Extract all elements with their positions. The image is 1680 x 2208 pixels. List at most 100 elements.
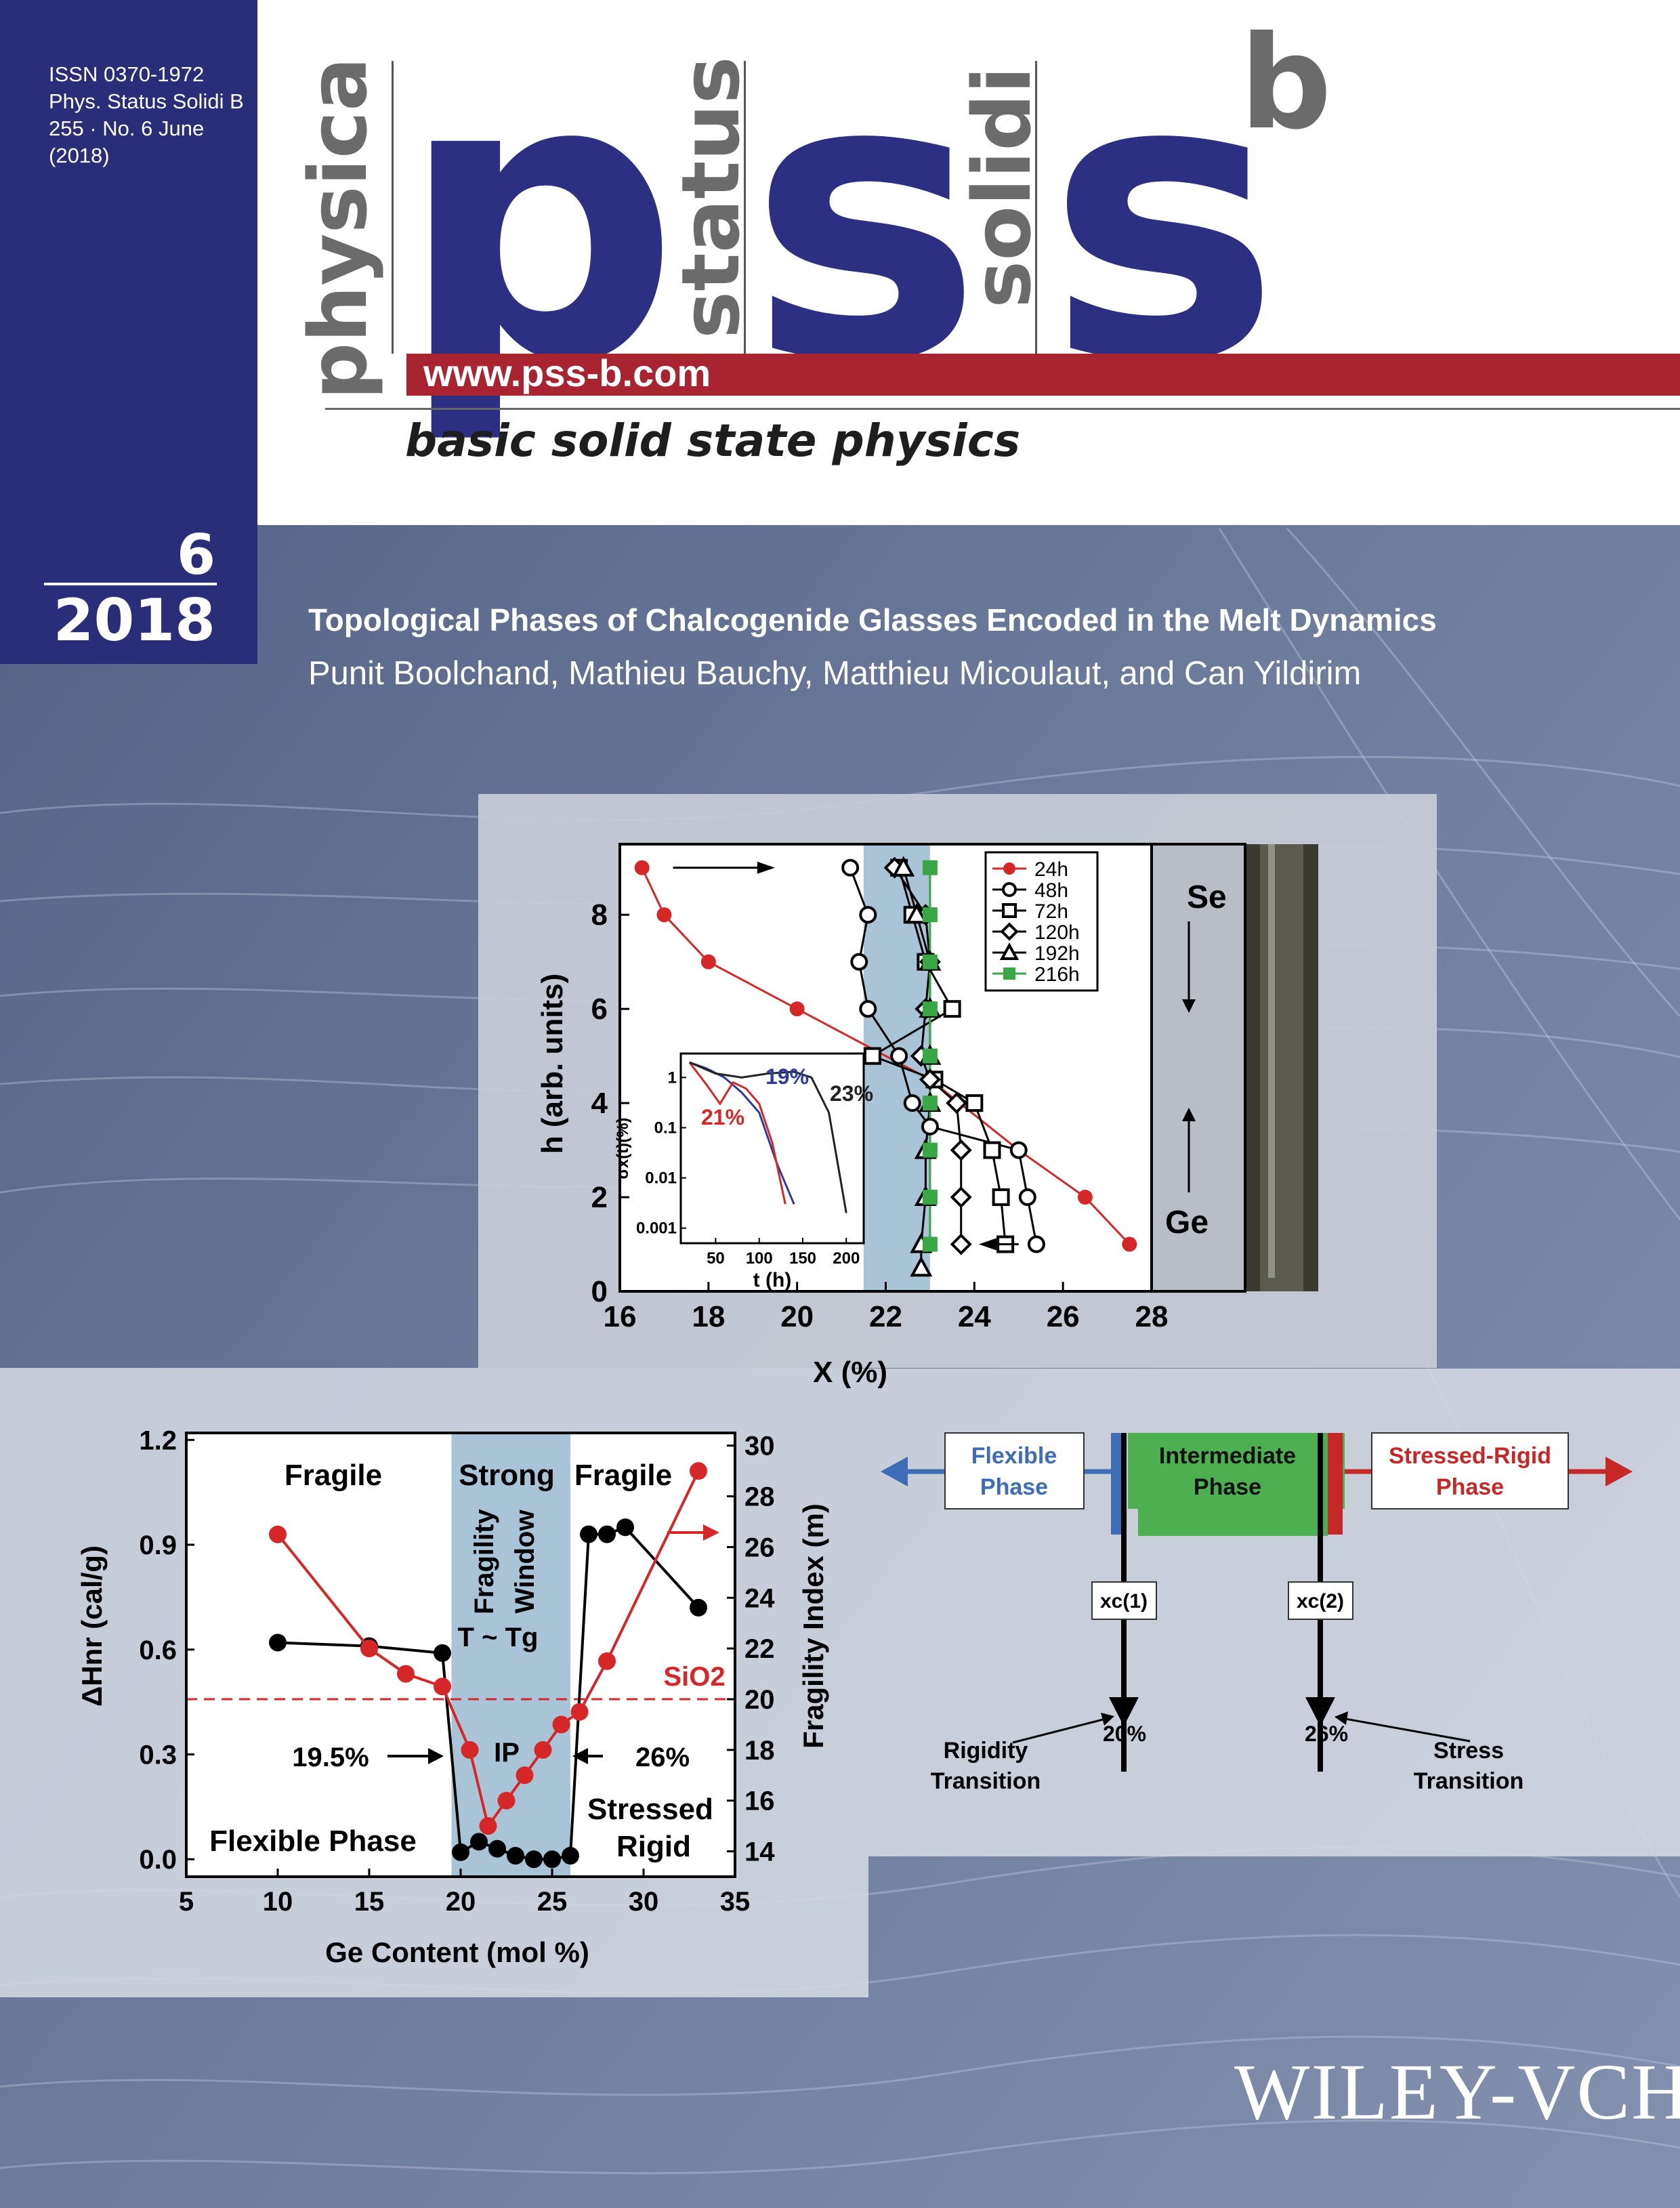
stressed-edge-bar — [1328, 1433, 1343, 1535]
y2-tick-label: 26 — [744, 1533, 775, 1562]
article-title: Topological Phases of Chalcogenide Glass… — [308, 602, 1437, 638]
data-point — [905, 902, 928, 924]
series-line — [894, 867, 963, 1245]
legend-marker — [1003, 862, 1015, 875]
inset-xlabel: t (h) — [753, 1269, 792, 1291]
data-point — [859, 1000, 877, 1018]
data-point — [516, 1766, 534, 1785]
y-tick-label: 1.2 — [139, 1425, 177, 1455]
data-point — [919, 1068, 941, 1091]
data-point — [534, 1741, 552, 1759]
inset-y-tick-label: 1 — [668, 1068, 677, 1087]
series-line — [849, 867, 1038, 1245]
data-point — [634, 860, 650, 875]
data-point — [922, 1001, 938, 1017]
issn: ISSN 0370-1972 — [49, 62, 205, 86]
data-point — [903, 1094, 921, 1112]
data-point — [690, 1598, 707, 1617]
y-tick-label: 8 — [591, 898, 608, 932]
pct-20: 20% — [1103, 1722, 1146, 1746]
letter-s1: s — [749, 0, 983, 449]
region-label-fragility: Fragility — [469, 1508, 499, 1614]
data-point — [461, 1741, 479, 1759]
stress-pointer — [1337, 1716, 1471, 1743]
down-arrow-head — [1182, 999, 1196, 1013]
plot-frame — [185, 1432, 736, 1878]
y-tick-label: 0.3 — [139, 1740, 177, 1770]
data-point — [269, 1525, 287, 1543]
legend-label: 216h — [1034, 963, 1080, 986]
data-point — [488, 1839, 506, 1858]
volume-issue: 255 · No. 6 June — [49, 117, 205, 140]
y2-tick-label: 24 — [744, 1583, 775, 1613]
data-point — [922, 860, 938, 875]
xc1-label: xc(1) — [1100, 1590, 1148, 1612]
region-label-fragile_left: Fragile — [285, 1459, 382, 1492]
data-point — [921, 1117, 939, 1136]
legend-label: 48h — [1034, 879, 1068, 902]
plot-frame — [618, 843, 1153, 1293]
x-tick-label: 10 — [263, 1887, 293, 1917]
rigidity-label2: Transition — [931, 1768, 1041, 1794]
inset-x-tick-label: 50 — [707, 1249, 725, 1268]
legend-marker — [1000, 922, 1019, 941]
xc2-arrow-head — [1305, 1697, 1335, 1726]
flexible-box — [944, 1432, 1085, 1509]
data-point — [360, 1640, 378, 1658]
legend-label: 72h — [1034, 900, 1068, 923]
data-point — [890, 1047, 908, 1065]
series-line — [870, 867, 1007, 1245]
inset-series-line — [688, 1062, 786, 1205]
stress-label: Stress — [1433, 1738, 1504, 1764]
tagline: basic solid state physics — [405, 415, 1021, 467]
x-tick-label: 26 — [1047, 1300, 1080, 1333]
navy-sidebar — [0, 0, 257, 664]
flexible-label: Flexible — [971, 1443, 1057, 1469]
y2-tick-label: 14 — [744, 1837, 775, 1867]
data-point — [434, 1644, 451, 1662]
url-bar — [406, 354, 1680, 396]
y-tick-label: 4 — [591, 1087, 608, 1120]
chart-b-xlabel: Ge Content (mol %) — [325, 1936, 589, 1968]
inset-y-tick-label: 0.1 — [654, 1119, 677, 1137]
data-point — [892, 856, 915, 877]
y2-tick-label: 28 — [744, 1482, 775, 1512]
journal-url[interactable]: www.pss-b.com — [423, 352, 711, 394]
data-point — [507, 1847, 524, 1865]
legend-label: 120h — [1034, 921, 1080, 944]
data-point — [863, 1047, 881, 1065]
article-authors: Punit Boolchand, Mathieu Bauchy, Matthie… — [308, 655, 1362, 692]
x-tick-label: 20 — [780, 1300, 814, 1333]
data-point — [397, 1665, 415, 1683]
data-point — [580, 1525, 597, 1543]
inset-x-tick-label: 100 — [746, 1249, 773, 1268]
y-tick-label: 0 — [591, 1275, 608, 1308]
data-point — [700, 954, 716, 970]
data-point — [452, 1843, 469, 1861]
stress-label2: Transition — [1414, 1768, 1524, 1794]
data-point — [922, 1096, 938, 1111]
se-label: Se — [1187, 879, 1227, 915]
data-point — [479, 1817, 497, 1835]
rigidity-pointer-head — [1101, 1713, 1114, 1726]
data-point — [922, 1048, 938, 1064]
data-point — [525, 1850, 543, 1869]
y2-tick-label: 22 — [744, 1634, 775, 1664]
flexible-arrow-head — [881, 1457, 908, 1486]
xc1-box — [1091, 1581, 1157, 1620]
x-tick-label: 20 — [446, 1887, 476, 1917]
data-point — [992, 1188, 1010, 1207]
inset-x-tick-label: 200 — [833, 1249, 860, 1268]
region-label-window: Window — [510, 1509, 540, 1614]
region-label-sio2: SiO2 — [663, 1662, 725, 1692]
data-point — [434, 1678, 451, 1696]
data-point — [789, 1001, 805, 1017]
intermediate-box — [1128, 1433, 1345, 1509]
data-point — [922, 1236, 938, 1252]
stressed-box — [1371, 1432, 1569, 1509]
data-point — [859, 906, 877, 924]
region-label-rigid: Rigid — [616, 1830, 691, 1863]
letter-p: p — [398, 0, 680, 449]
arrow-bottom-head — [978, 1238, 997, 1251]
